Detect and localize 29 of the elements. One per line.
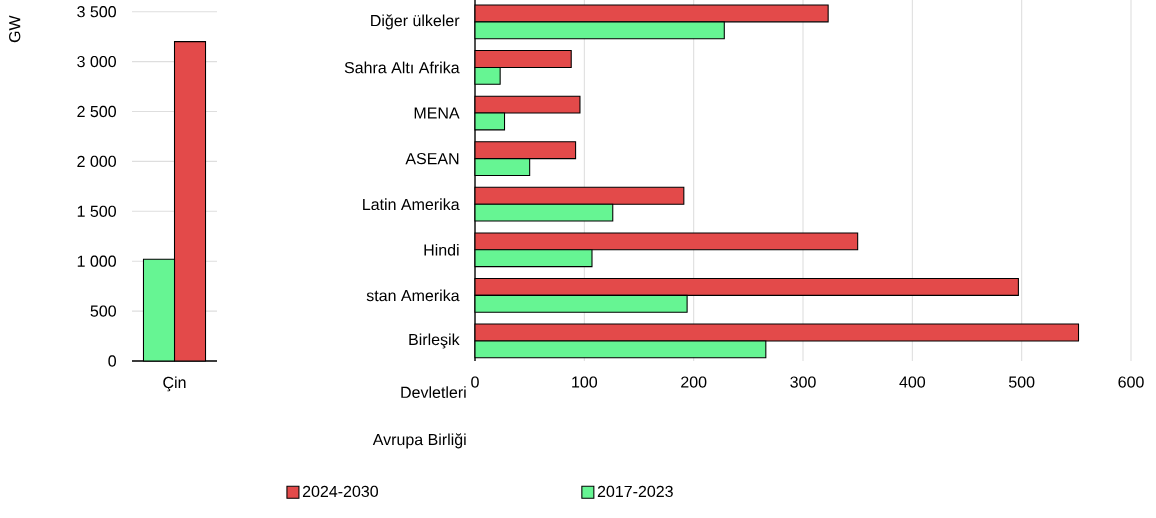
y-tick-label: 1 000 bbox=[77, 255, 116, 267]
x-tick-label: 600 bbox=[1118, 376, 1144, 388]
x-tick-label: 300 bbox=[790, 376, 816, 388]
y-tick-label: 500 bbox=[90, 305, 116, 317]
y-tick-label: stan Amerika bbox=[366, 289, 460, 302]
y-tick-label: Hindi bbox=[424, 243, 459, 256]
x-tick-label: 100 bbox=[572, 376, 598, 388]
y-tick-label: ASEAN bbox=[405, 152, 459, 165]
text: Avrupa Birliği bbox=[372, 433, 466, 449]
y-tick-label: 3 000 bbox=[77, 55, 116, 68]
y-tick-label: Birleşik bbox=[409, 333, 460, 349]
text: Devletleri bbox=[401, 386, 466, 399]
y-tick-label: 2 500 bbox=[77, 105, 116, 118]
y-tick-label: 2 000 bbox=[77, 155, 116, 168]
x-tick-label: Çin bbox=[163, 376, 186, 392]
y-tick-label: MENA bbox=[414, 107, 460, 119]
y-tick-label: Latin Amerika bbox=[363, 198, 460, 211]
y-tick-label: 3 500 bbox=[77, 6, 116, 18]
y-tick-label: Sahra Altı Afrika bbox=[344, 61, 460, 74]
x-tick-label: 0 bbox=[471, 376, 479, 388]
y-tick-label: 1 500 bbox=[77, 205, 116, 217]
x-tick-label: 200 bbox=[681, 376, 707, 388]
x-tick-label: 500 bbox=[1008, 376, 1035, 388]
y-tick-label: 0 bbox=[108, 355, 117, 367]
x-tick-label: 400 bbox=[899, 376, 926, 388]
legend-label: 2017-2023 bbox=[597, 485, 673, 498]
y-axis-title: GW bbox=[9, 15, 21, 43]
legend-label: 2024-2030 bbox=[302, 485, 379, 498]
y-tick-label: Diğer ülkeler bbox=[371, 14, 460, 30]
